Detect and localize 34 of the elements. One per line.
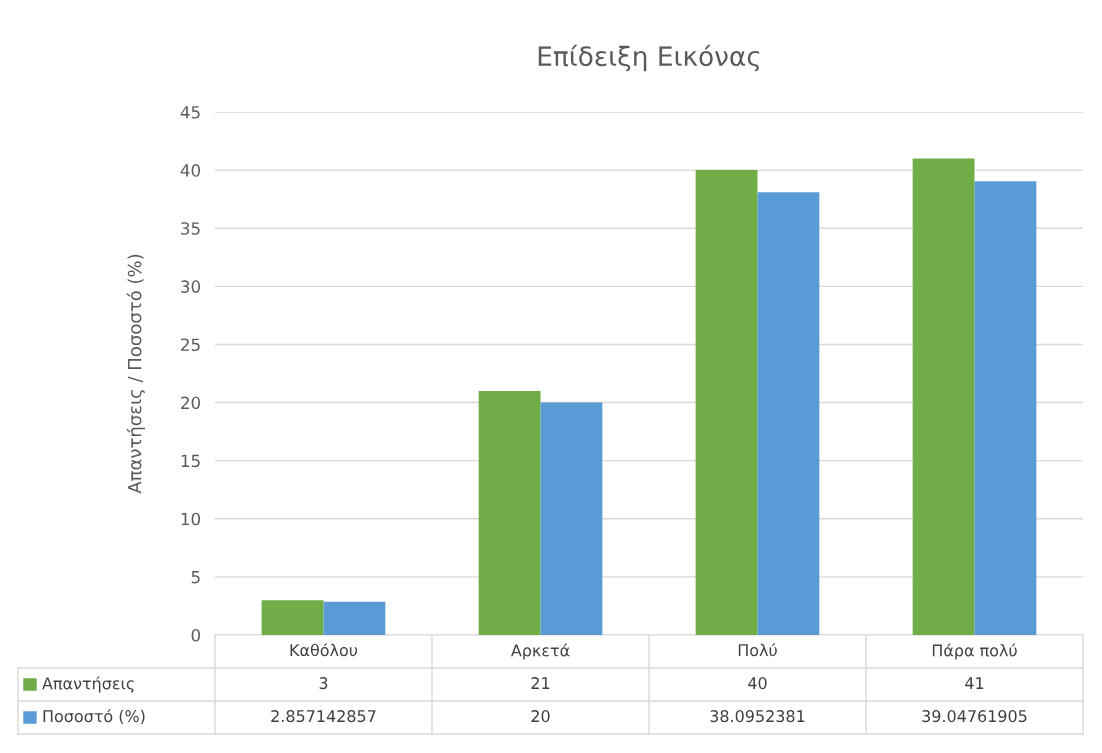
data-label: 3 [319,677,328,690]
y-tick-label: 0 [191,628,200,642]
bar [478,390,541,635]
x-tick-label: Πολύ [738,643,777,657]
x-tick-label: Πάρα πολύ [932,643,1017,660]
data-label: 41 [965,677,984,689]
y-axis-title: Απαντήσεις / Ποσοστό (%) [126,254,145,494]
y-tick-label: 15 [181,454,200,468]
legend-label: Απαντήσεις [42,676,134,693]
bar [695,170,758,635]
y-tick-label: 10 [181,512,200,526]
y-tick-label: 25 [181,338,200,352]
bar [323,601,386,635]
y-tick-label: 45 [180,106,200,119]
data-label: 39.04761905 [922,710,1027,723]
bar [540,402,603,635]
bar [974,181,1037,635]
data-label: 20 [531,710,550,723]
y-tick-label: 30 [181,280,200,293]
y-tick-label: 35 [181,222,200,235]
data-label: 2.857142857 [271,710,376,723]
y-tick-label: 5 [191,571,200,584]
chart-title: Επίδειξη Εικόνας [538,44,760,72]
x-tick-label: Αρκετά [511,643,570,660]
bar [912,158,975,635]
y-tick-label: 40 [180,164,200,177]
data-label: 40 [748,677,767,690]
y-tick-label: 20 [181,396,200,410]
bar [757,192,820,635]
x-tick-label: Καθόλου [290,643,358,657]
data-label: 21 [531,677,550,689]
legend-label: Ποσοστό (%) [43,709,145,725]
bar [261,600,324,635]
data-label: 38.0952381 [710,710,805,723]
